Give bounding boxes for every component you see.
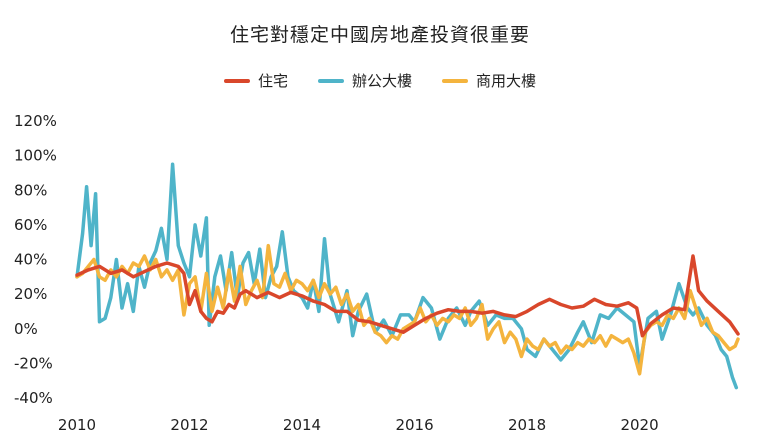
legend-item-residential: 住宅 <box>223 70 288 91</box>
chart-title: 住宅對穩定中國房地產投資很重要 <box>229 24 530 46</box>
x-tick-label: 2018 <box>508 416 546 434</box>
legend-label-office: 辦公大樓 <box>351 72 412 90</box>
y-tick-label: 100% <box>14 147 57 165</box>
x-tick-label: 2016 <box>395 416 433 434</box>
chart-legend: 住宅 辦公大樓 商用大樓 <box>0 70 760 91</box>
series-line-office <box>75 162 739 390</box>
legend-swatch-residential <box>223 78 250 83</box>
x-tick-label: 2020 <box>620 416 658 434</box>
y-tick-label: 0% <box>14 320 38 338</box>
legend-item-commercial: 商用大樓 <box>442 70 536 91</box>
y-tick-label: 60% <box>14 216 47 234</box>
y-tick-label: -40% <box>14 389 53 407</box>
legend-item-office: 辦公大樓 <box>317 70 412 91</box>
y-tick-label: 120% <box>14 112 57 130</box>
x-tick-label: 2010 <box>58 416 96 434</box>
x-tick-label: 2014 <box>283 416 321 434</box>
legend-label-commercial: 商用大樓 <box>476 72 537 90</box>
series-line-residential <box>75 254 740 338</box>
legend-label-residential: 住宅 <box>257 72 288 90</box>
y-tick-label: 80% <box>14 181 47 199</box>
legend-swatch-commercial <box>442 78 468 83</box>
y-tick-label: 40% <box>14 251 47 269</box>
y-tick-label: 20% <box>14 285 47 303</box>
y-tick-label: -20% <box>14 354 53 372</box>
legend-swatch-office <box>317 78 344 83</box>
x-tick-label: 2012 <box>170 416 208 434</box>
